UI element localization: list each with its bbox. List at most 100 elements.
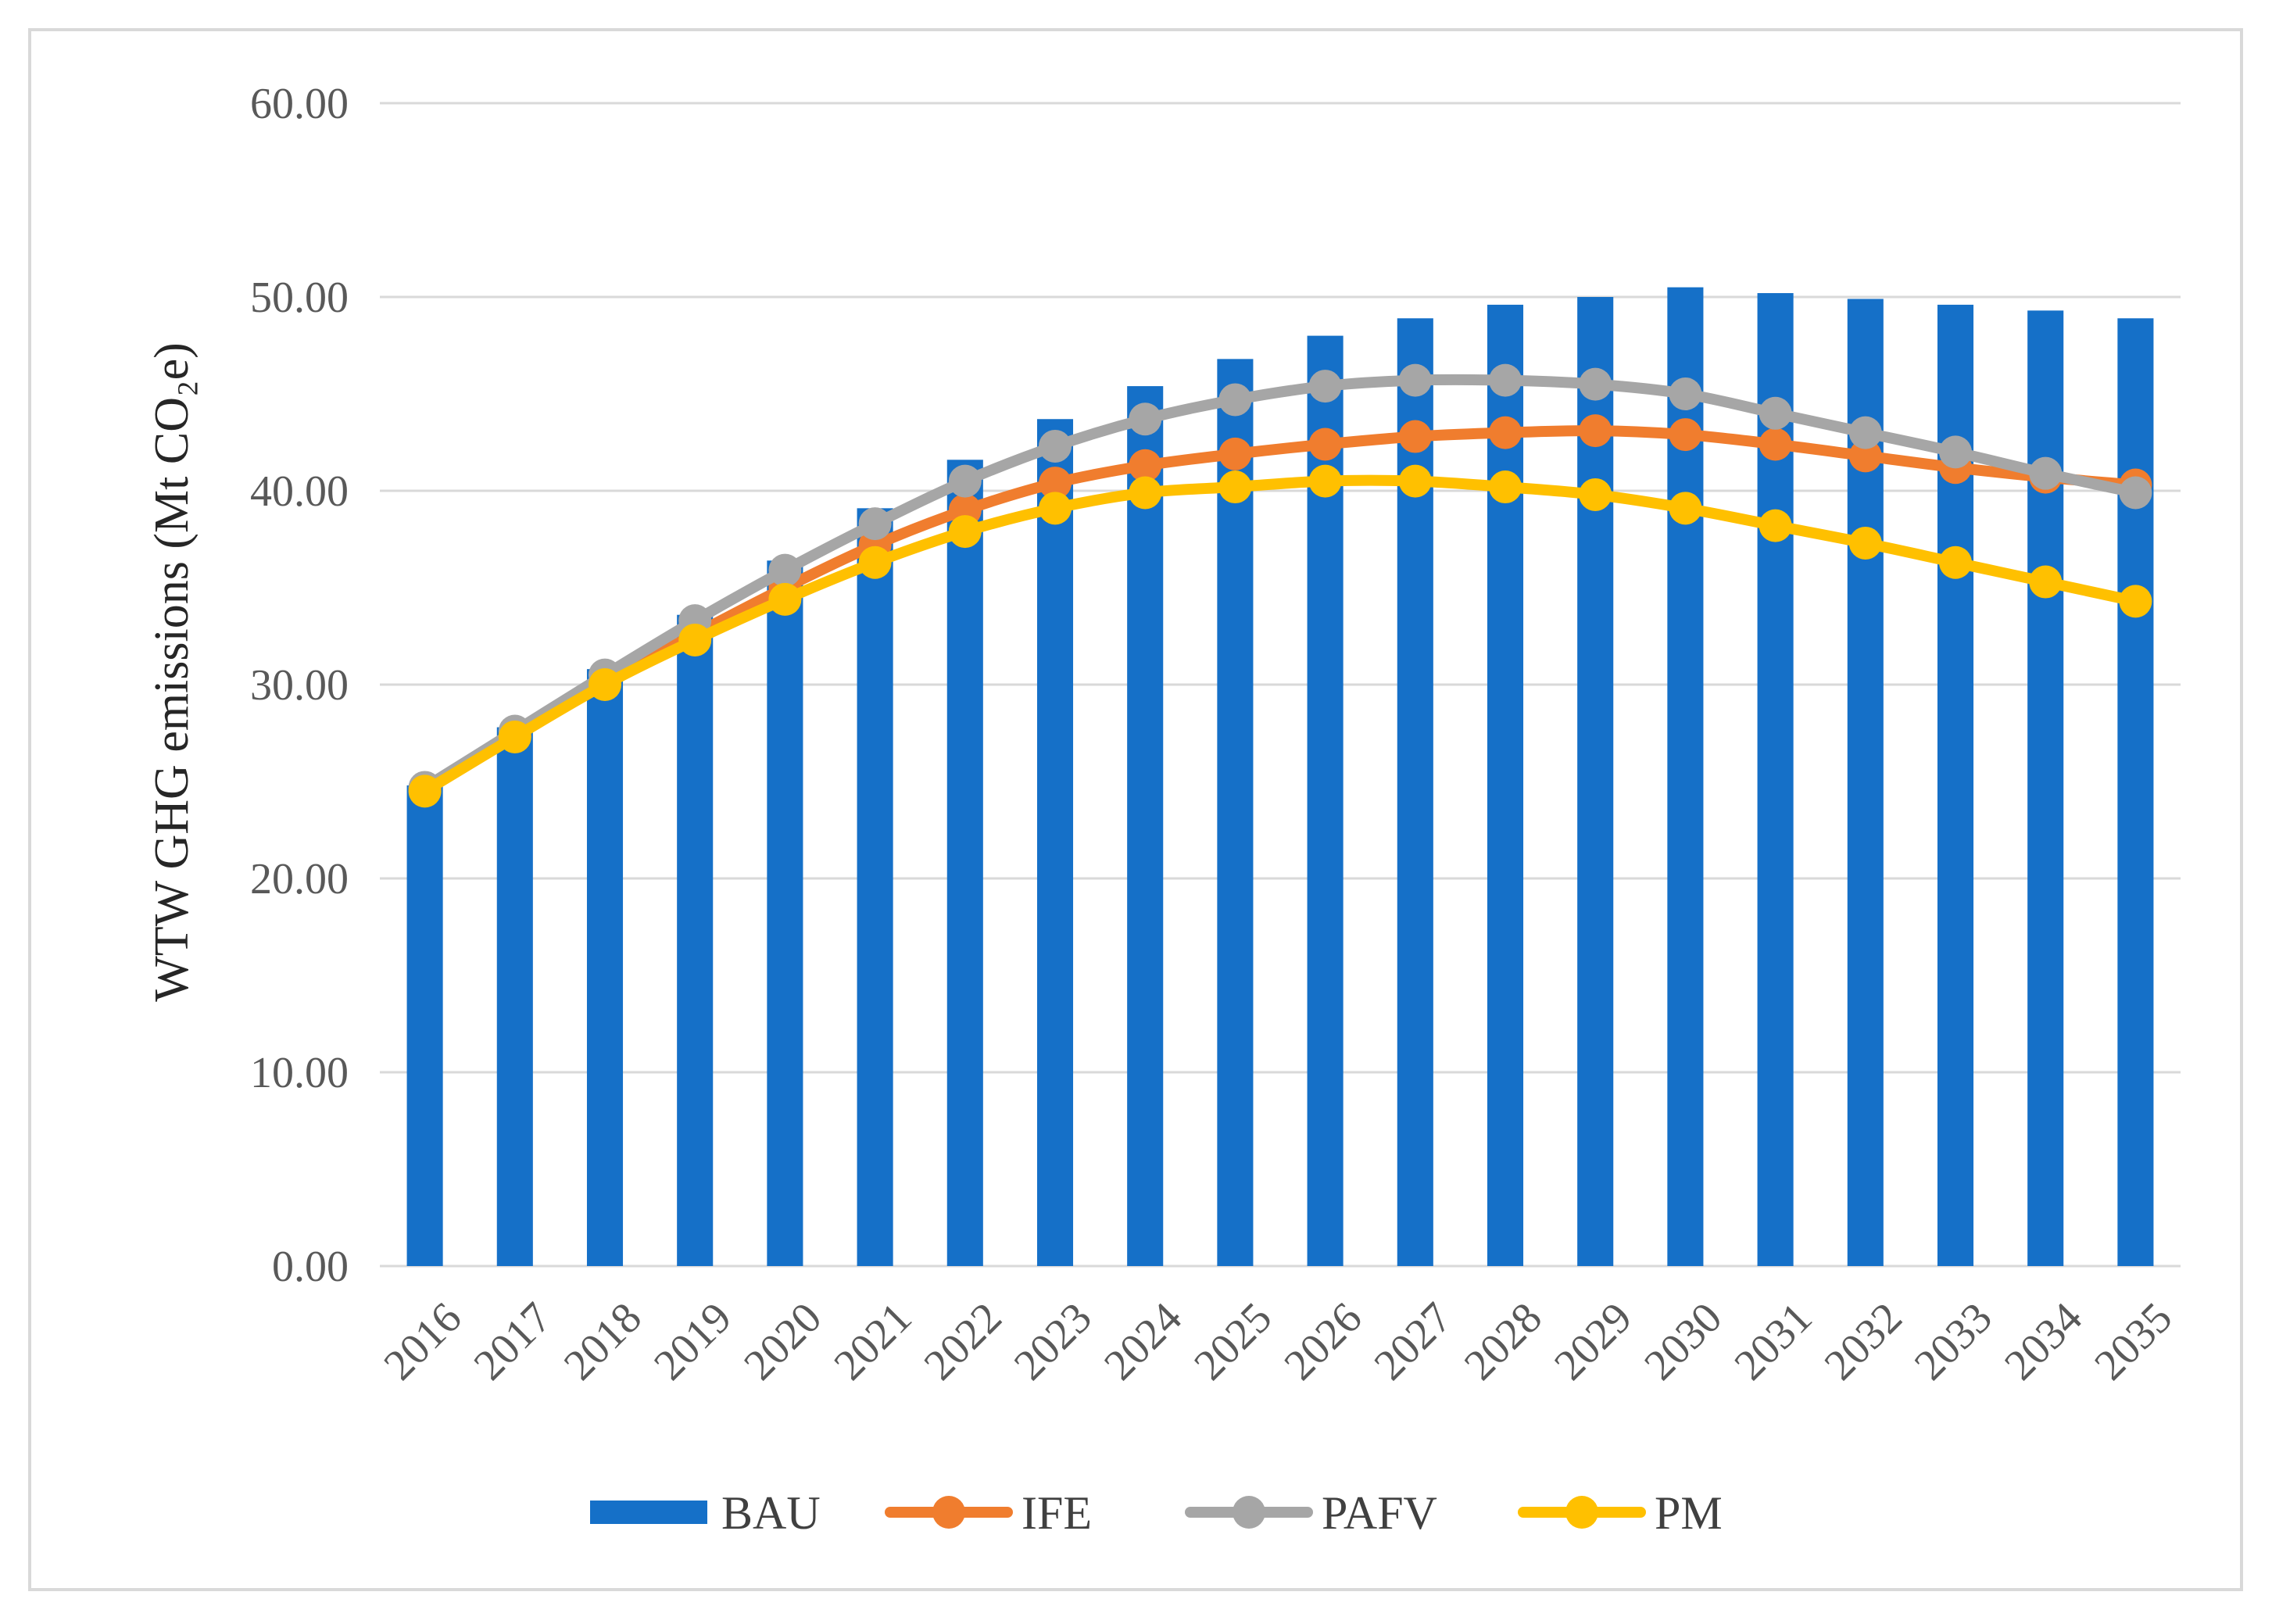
y-tick-label: 10.00: [250, 1049, 349, 1097]
y-tick-label: 50.00: [250, 274, 349, 322]
legend: BAU IFE PAFV PM: [590, 1487, 1723, 1539]
marker-pm-2022: [948, 515, 982, 549]
line-series-pm: [408, 464, 2152, 808]
legend-marker-pm: [1565, 1496, 1598, 1529]
marker-ife-2023: [1039, 467, 1072, 500]
marker-ife-2032: [1848, 439, 1882, 473]
marker-pafv-2033: [1939, 435, 1972, 469]
x-tick-label: 2026: [1275, 1293, 1371, 1390]
marker-pafv-2026: [1308, 370, 1342, 403]
x-tick-label: 2024: [1095, 1293, 1191, 1390]
y-tick-label: 20.00: [250, 855, 349, 903]
legend-label-pafv: PAFV: [1322, 1487, 1437, 1539]
x-tick-label: 2021: [825, 1293, 921, 1390]
marker-ife-2028: [1489, 416, 1522, 449]
marker-ife-2031: [1759, 427, 1792, 461]
x-tick-label: 2019: [645, 1293, 741, 1390]
marker-pm-2021: [858, 546, 892, 579]
x-tick-label: 2030: [1635, 1293, 1731, 1390]
marker-pafv-2028: [1489, 363, 1522, 397]
marker-pafv-2030: [1669, 377, 1702, 410]
bar-bau-2034: [2027, 310, 2064, 1266]
x-tick-label: 2034: [1995, 1293, 2091, 1390]
bar-bau-2035: [2117, 318, 2154, 1266]
x-tick-label: 2018: [555, 1293, 651, 1390]
marker-pm-2033: [1939, 546, 1972, 579]
x-tick-label: 2017: [465, 1293, 561, 1390]
marker-pm-2025: [1218, 470, 1252, 504]
bar-bau-2018: [586, 669, 624, 1266]
marker-pm-2026: [1308, 464, 1342, 498]
marker-ife-2024: [1129, 449, 1162, 482]
y-tick-label: 40.00: [250, 467, 349, 516]
marker-pafv-2032: [1848, 416, 1882, 449]
marker-ife-2026: [1308, 427, 1342, 461]
marker-pm-2018: [589, 668, 621, 701]
marker-pm-2034: [2029, 565, 2063, 599]
x-tick-label: 2025: [1185, 1293, 1281, 1390]
legend-item-bau: BAU: [590, 1487, 821, 1539]
marker-pm-2019: [678, 623, 712, 656]
marker-pafv-2031: [1759, 396, 1792, 430]
y-axis-title: WTW GHG emissions (Mt CO₂e): [145, 342, 199, 1002]
bar-bau-2024: [1127, 386, 1164, 1267]
marker-pm-2031: [1759, 509, 1792, 542]
line-series-ife: [408, 414, 2152, 806]
legend-label-ife: IFE: [1022, 1487, 1092, 1539]
marker-pm-2028: [1489, 470, 1522, 504]
bar-bau-2023: [1036, 419, 1074, 1266]
bar-bau-2025: [1217, 359, 1254, 1266]
x-tick-label: 2022: [915, 1293, 1011, 1390]
legend-item-pm: PM: [1518, 1487, 1723, 1539]
y-tick-label: 0.00: [272, 1243, 349, 1291]
line-series-pafv: [408, 363, 2152, 804]
bar-bau-2017: [496, 727, 533, 1266]
y-tick-labels: 0.00 10.00 20.00 30.00 40.00 50.00 60.00: [250, 80, 349, 1291]
marker-pafv-2023: [1039, 429, 1072, 463]
y-tick-label: 30.00: [250, 661, 349, 710]
marker-pm-2032: [1848, 526, 1882, 560]
x-tick-label: 2020: [735, 1293, 831, 1390]
bar-bau-2020: [767, 560, 803, 1266]
x-tick-label: 2029: [1545, 1293, 1641, 1390]
grid-lines: [380, 102, 2181, 1268]
bar-bau-2027: [1397, 318, 1433, 1266]
marker-ife-2029: [1579, 414, 1612, 448]
x-tick-label: 2033: [1905, 1293, 2002, 1390]
marker-pm-2023: [1039, 492, 1072, 525]
marker-ife-2030: [1669, 418, 1702, 452]
x-tick-label: 2027: [1365, 1293, 1462, 1390]
marker-pm-2016: [408, 774, 442, 808]
marker-pm-2029: [1579, 478, 1612, 511]
x-tick-labels: 2016201720182019202020212022202320242025…: [374, 1293, 2181, 1390]
marker-pafv-2025: [1218, 383, 1252, 417]
marker-pafv-2029: [1579, 367, 1612, 401]
marker-pm-2024: [1129, 476, 1162, 510]
bar-bau-2028: [1487, 304, 1524, 1266]
legend-marker-pafv: [1233, 1496, 1265, 1529]
x-tick-label: 2016: [374, 1293, 471, 1390]
bar-bau-2016: [406, 785, 443, 1266]
marker-ife-2025: [1218, 437, 1252, 470]
marker-pafv-2020: [768, 553, 802, 587]
marker-pafv-2027: [1398, 363, 1432, 397]
bar-bau-2029: [1577, 297, 1614, 1266]
marker-pm-2017: [498, 720, 531, 753]
chart-frame: 0.00 10.00 20.00 30.00 40.00 50.00 60.00 2016 2…: [28, 28, 2243, 1591]
legend-item-pafv: PAFV: [1185, 1487, 1437, 1539]
marker-pm-2027: [1398, 464, 1432, 498]
legend-item-ife: IFE: [885, 1487, 1092, 1539]
marker-pafv-2034: [2029, 456, 2063, 490]
x-tick-label: 2035: [2085, 1293, 2181, 1390]
marker-pafv-2021: [858, 507, 892, 541]
legend-swatch-bau: [590, 1501, 707, 1524]
bar-bau-2022: [946, 460, 983, 1266]
marker-pm-2030: [1669, 492, 1702, 525]
y-tick-label: 60.00: [250, 80, 349, 128]
marker-pafv-2022: [948, 464, 982, 498]
marker-pafv-2035: [2119, 476, 2152, 510]
legend-marker-ife: [932, 1496, 965, 1529]
bar-bau-2021: [857, 508, 893, 1266]
x-tick-label: 2023: [1005, 1293, 1101, 1390]
